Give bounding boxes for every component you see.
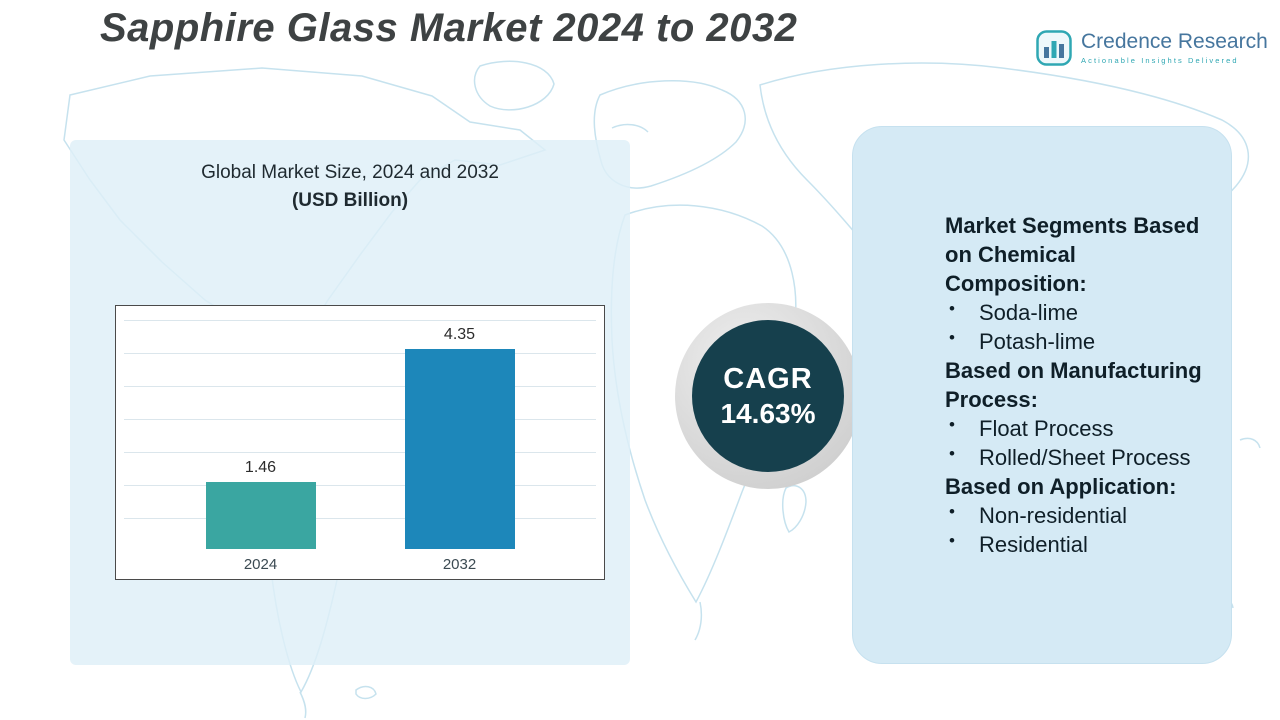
- segment-heading: Based on Application:: [945, 474, 1177, 500]
- bullet-icon: •: [949, 444, 955, 464]
- segment-item: • Non-residential: [945, 501, 1215, 530]
- segment-item: • Residential: [945, 530, 1215, 559]
- chart-title-line2: (USD Billion): [291, 190, 409, 211]
- segment-item-label: Soda-lime: [979, 300, 1079, 326]
- chart-title-line1: Global Market Size, 2024 and 2032: [201, 162, 499, 183]
- bar-chart: 1.46 2024 4.35 2032: [115, 305, 605, 580]
- logo-text: Credence Research Actionable Insights De…: [1081, 30, 1268, 65]
- bars-row: 1.46 2024 4.35 2032: [116, 306, 604, 579]
- bar: [205, 482, 316, 549]
- bar-value-label: 1.46: [244, 459, 277, 476]
- bar-x-label: 2032: [442, 555, 477, 573]
- bar-group: 4.35 2032: [404, 326, 515, 579]
- segment-item: • Rolled/Sheet Process: [945, 443, 1215, 472]
- bar-value-label: 4.35: [443, 326, 476, 343]
- chart-title: Global Market Size, 2024 and 2032 (USD B…: [70, 162, 630, 212]
- chart-gridlines: [124, 320, 596, 545]
- logo-tagline: Actionable Insights Delivered: [1081, 56, 1239, 66]
- bullet-icon: •: [949, 531, 955, 551]
- page-title: Sapphire Glass Market 2024 to 2032: [100, 6, 798, 50]
- market-segments-panel: Market Segments Based on Chemical Compos…: [852, 126, 1232, 664]
- segment-item-label: Float Process: [979, 416, 1114, 442]
- segment-heading: Market Segments Based on Chemical Compos…: [945, 213, 1200, 297]
- market-size-panel: Global Market Size, 2024 and 2032 (USD B…: [70, 140, 630, 665]
- segment-item: • Potash-lime: [945, 327, 1215, 356]
- logo-company-name: Credence Research: [1081, 30, 1268, 53]
- bullet-icon: •: [949, 299, 955, 319]
- cagr-value: 14.63%: [720, 397, 816, 429]
- bar: [404, 349, 515, 549]
- segment-item-label: Potash-lime: [979, 329, 1096, 355]
- bar-group: 1.46 2024: [205, 459, 316, 579]
- bullet-icon: •: [949, 328, 955, 348]
- segment-item: • Float Process: [945, 414, 1215, 443]
- cagr-badge: CAGR 14.63%: [692, 320, 844, 472]
- bar-x-label: 2024: [243, 555, 278, 573]
- bullet-icon: •: [949, 502, 955, 522]
- bullet-icon: •: [949, 415, 955, 435]
- segment-item-label: Non-residential: [979, 503, 1127, 529]
- cagr-label: CAGR: [723, 362, 813, 395]
- segment-item-label: Residential: [979, 532, 1088, 558]
- credence-research-logo: Credence Research Actionable Insights De…: [1036, 30, 1268, 66]
- segment-item: • Soda-lime: [945, 298, 1215, 327]
- segments-list: Market Segments Based on Chemical Compos…: [853, 127, 1231, 559]
- segment-heading: Based on Manufacturing Process:: [945, 358, 1202, 413]
- bar-chart-logo-icon: [1036, 30, 1072, 66]
- segment-item-label: Rolled/Sheet Process: [979, 445, 1191, 471]
